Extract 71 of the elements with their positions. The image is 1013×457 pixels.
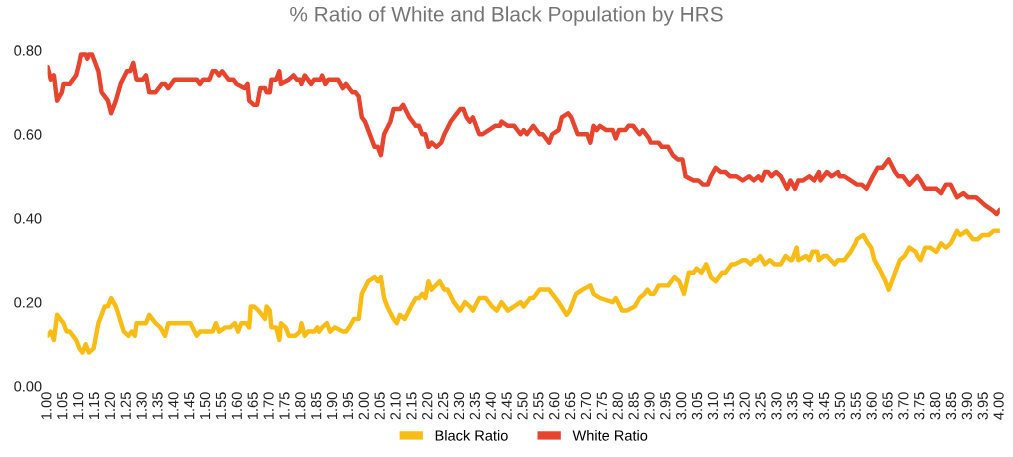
y-tick-label: 0.00 <box>14 381 42 392</box>
x-tick-label: 2.10 <box>390 392 401 420</box>
x-tick-label: 2.65 <box>564 392 576 420</box>
x-tick-label: 3.30 <box>771 392 782 420</box>
x-tick-label: 2.75 <box>596 392 607 420</box>
x-tick-label: 2.05 <box>374 392 385 420</box>
x-tick-label: 2.40 <box>485 392 496 420</box>
x-tick-label: 3.85 <box>945 392 957 420</box>
x-tick-label: 2.00 <box>358 392 369 420</box>
x-tick-label: 3.00 <box>676 392 687 420</box>
x-tick-label: 3.80 <box>929 392 941 420</box>
x-tick-label: 2.50 <box>517 392 528 420</box>
x-tick-label: 3.95 <box>977 392 988 420</box>
x-tick-label: 1.25 <box>120 392 131 419</box>
x-tick-label: 3.60 <box>866 392 877 420</box>
x-tick-label: 3.35 <box>787 392 798 420</box>
x-tick-label: 2.25 <box>437 392 449 420</box>
x-tick-label: 3.70 <box>898 392 909 420</box>
x-tick-label: 2.80 <box>612 392 623 420</box>
y-tick-label: 0.20 <box>14 297 42 308</box>
x-tick-label: 3.25 <box>755 392 766 420</box>
x-tick-label: 2.85 <box>628 392 639 420</box>
x-tick-label: 1.70 <box>263 392 274 419</box>
y-tick-label: 0.40 <box>14 213 42 224</box>
x-tick-label: 3.45 <box>818 392 830 420</box>
chart-title: % Ratio of White and Black Population by HRS <box>290 6 723 26</box>
x-tick-label: 3.50 <box>834 392 846 420</box>
x-tick-label: 1.90 <box>326 392 338 419</box>
x-tick-label: 1.45 <box>184 392 195 419</box>
line-series <box>47 228 1000 355</box>
line-series <box>47 52 1000 217</box>
x-tick-label: 3.15 <box>723 392 734 420</box>
x-tick-label: 3.65 <box>882 392 893 420</box>
x-tick-label: 3.20 <box>739 392 750 420</box>
x-tick-label: 2.45 <box>501 392 512 420</box>
x-tick-label: 1.35 <box>152 392 163 419</box>
x-tick-label: 1.85 <box>310 392 322 419</box>
x-tick-label: 1.60 <box>231 392 242 419</box>
x-tick-label: 1.20 <box>104 392 116 419</box>
x-tick-label: 3.90 <box>961 392 973 420</box>
x-tick-label: 1.95 <box>342 392 354 419</box>
x-tick-label: 2.15 <box>406 392 417 420</box>
x-tick-label: 2.70 <box>580 392 592 420</box>
x-tick-label: 1.10 <box>72 392 84 419</box>
x-tick-label: 2.60 <box>549 392 560 420</box>
x-tick-label: 2.90 <box>644 392 655 420</box>
legend-label: Black Ratio <box>435 429 508 441</box>
x-tick-label: 1.00 <box>41 392 52 419</box>
x-tick-label: 1.50 <box>199 392 211 419</box>
x-tick-label: 3.75 <box>914 392 925 420</box>
x-tick-label: 2.95 <box>660 392 671 420</box>
x-tick-label: 3.05 <box>691 392 703 420</box>
y-tick-label: 0.80 <box>14 45 42 56</box>
x-tick-label: 1.65 <box>247 392 258 419</box>
x-tick-label: 2.20 <box>422 392 433 420</box>
x-tick-label: 1.05 <box>57 392 68 419</box>
x-tick-label: 1.40 <box>168 392 179 419</box>
x-tick-label: 1.30 <box>136 392 147 419</box>
legend-label: White Ratio <box>572 429 648 441</box>
x-tick-label: 1.15 <box>88 392 100 419</box>
x-tick-label: 2.55 <box>533 392 544 420</box>
x-tick-label: 4.00 <box>993 392 1004 420</box>
x-tick-label: 1.55 <box>215 392 227 419</box>
x-tick-label: 2.35 <box>469 392 481 420</box>
x-tick-label: 2.30 <box>453 392 465 420</box>
x-tick-label: 3.40 <box>802 392 814 420</box>
x-tick-label: 1.75 <box>279 392 290 419</box>
x-tick-label: 1.80 <box>295 392 306 419</box>
x-tick-label: 3.10 <box>707 392 719 420</box>
y-tick-label: 0.60 <box>14 129 42 140</box>
x-tick-label: 3.55 <box>850 392 861 420</box>
